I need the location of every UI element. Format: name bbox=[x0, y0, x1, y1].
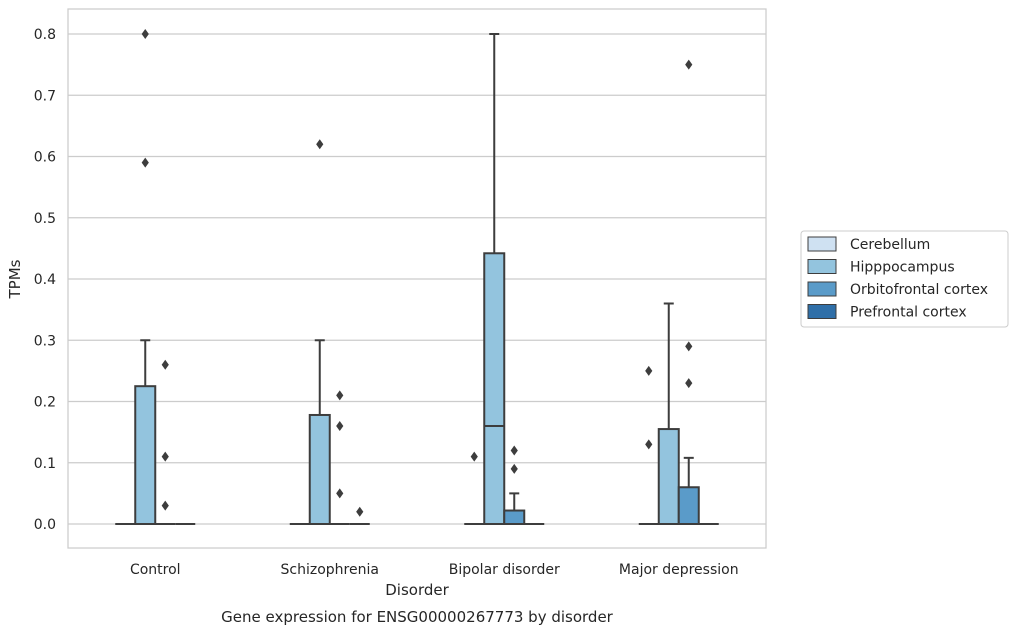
outlier-point bbox=[685, 378, 693, 389]
x-axis-label: Disorder bbox=[385, 581, 449, 599]
y-tick-label: 0.1 bbox=[34, 456, 56, 472]
outlier-point bbox=[470, 451, 478, 462]
y-tick-labels: 0.0 0.1 0.2 0.3 0.4 0.5 0.6 0.7 0.8 bbox=[34, 27, 56, 533]
box-body bbox=[677, 486, 700, 525]
box-body bbox=[308, 413, 331, 526]
box-2-2 bbox=[503, 492, 526, 525]
boxes bbox=[115, 33, 719, 526]
y-tick-label: 0.2 bbox=[34, 395, 56, 411]
outlier-point bbox=[141, 29, 149, 39]
legend-swatch bbox=[807, 259, 837, 274]
y-tick-label: 0.3 bbox=[34, 333, 56, 349]
outlier-point bbox=[356, 506, 364, 517]
x-tick-label: Bipolar disorder bbox=[449, 562, 560, 578]
box-1-2 bbox=[483, 33, 506, 525]
chart-title: Gene expression for ENSG00000267773 by d… bbox=[221, 608, 614, 626]
box-1-1 bbox=[308, 339, 331, 526]
y-tick-label: 0.8 bbox=[34, 27, 56, 43]
legend-label: Orbitofrontal cortex bbox=[850, 282, 988, 298]
x-tick-label: Control bbox=[130, 562, 181, 578]
box-body bbox=[657, 428, 680, 525]
y-tick-label: 0.4 bbox=[34, 272, 56, 288]
outlier-point bbox=[336, 488, 344, 499]
y-tick-label: 0.5 bbox=[34, 211, 56, 227]
outlier-point bbox=[161, 500, 169, 511]
outlier-point bbox=[645, 439, 653, 450]
box-1-3 bbox=[657, 302, 680, 525]
outlier-point bbox=[685, 341, 693, 352]
legend-swatch bbox=[807, 304, 837, 319]
outlier-point bbox=[141, 157, 149, 168]
legend-label: Cerebellum bbox=[850, 237, 930, 253]
outlier-point bbox=[336, 421, 344, 431]
box-body bbox=[503, 509, 526, 525]
y-axis-label: TPMs bbox=[6, 259, 24, 299]
legend-label: Prefrontal cortex bbox=[850, 305, 967, 321]
legend: Cerebellum Hipppocampus Orbitofrontal cort… bbox=[800, 230, 1009, 328]
box-1-0 bbox=[134, 339, 157, 525]
legend-swatch bbox=[807, 236, 837, 252]
box-2-3 bbox=[677, 456, 700, 525]
x-tick-label: Major depression bbox=[619, 562, 739, 578]
y-tick-label: 0.7 bbox=[34, 88, 56, 104]
outliers bbox=[141, 29, 693, 517]
y-tick-label: 0.0 bbox=[34, 517, 56, 533]
outlier-point bbox=[161, 359, 169, 370]
legend-label: Hipppocampus bbox=[850, 260, 955, 276]
legend-swatch bbox=[807, 281, 837, 297]
outlier-point bbox=[161, 451, 169, 462]
outlier-point bbox=[316, 139, 324, 150]
outlier-point bbox=[645, 365, 653, 376]
x-tick-labels: Control Schizophrenia Bipolar disorder Majo… bbox=[130, 562, 739, 578]
plot-frame bbox=[67, 8, 767, 549]
y-tick-label: 0.6 bbox=[34, 150, 56, 166]
box-body bbox=[134, 385, 157, 525]
box-body bbox=[483, 252, 506, 525]
outlier-point bbox=[510, 445, 518, 456]
outlier-point bbox=[336, 390, 344, 401]
legend-frame bbox=[800, 230, 1009, 328]
outlier-point bbox=[685, 59, 693, 70]
x-tick-label: Schizophrenia bbox=[281, 562, 379, 578]
outlier-point bbox=[510, 463, 518, 474]
